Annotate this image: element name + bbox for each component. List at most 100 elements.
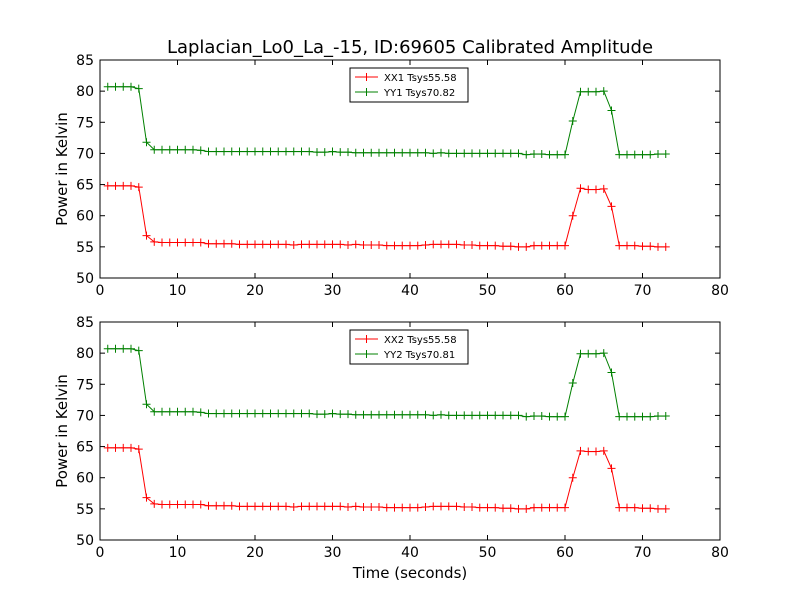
data-point-marker — [150, 407, 159, 416]
data-point-marker — [491, 503, 500, 512]
x-tick-label: 20 — [246, 283, 264, 299]
data-point-marker — [437, 410, 445, 419]
data-point-marker — [646, 504, 655, 513]
data-point-marker — [545, 412, 554, 421]
data-point-marker — [615, 503, 624, 512]
data-point-marker — [406, 148, 414, 157]
data-point-marker — [429, 149, 438, 158]
data-point-marker — [336, 240, 345, 249]
data-point-marker — [305, 409, 314, 418]
x-tick-label: 0 — [96, 545, 105, 561]
data-point-marker — [165, 500, 174, 509]
data-point-marker — [623, 150, 631, 159]
data-point-marker — [243, 147, 252, 156]
y-tick-label: 80 — [76, 84, 94, 100]
data-point-marker — [103, 344, 112, 353]
data-point-marker — [258, 240, 267, 249]
data-point-marker — [289, 147, 298, 156]
x-tick-label: 50 — [479, 545, 497, 561]
x-tick-label: 10 — [169, 283, 187, 299]
series-2 — [103, 344, 670, 421]
data-point-marker — [483, 241, 492, 250]
data-point-marker — [553, 241, 562, 250]
x-axis-label: Time (seconds) — [352, 564, 468, 582]
data-point-marker — [592, 447, 600, 456]
data-point-marker — [111, 181, 120, 190]
y-tick-label: 85 — [76, 53, 94, 69]
data-point-marker — [320, 502, 329, 511]
data-point-marker — [491, 411, 500, 420]
data-point-marker — [452, 502, 461, 511]
y-tick-label: 65 — [76, 178, 94, 194]
data-point-marker — [165, 238, 174, 247]
data-point-marker — [576, 184, 585, 193]
data-point-marker — [227, 239, 236, 248]
y-tick-label: 60 — [76, 471, 94, 487]
data-point-marker — [243, 409, 252, 418]
data-point-marker — [227, 501, 236, 510]
data-point-marker — [561, 503, 569, 512]
data-point-marker — [344, 502, 352, 511]
data-point-marker — [127, 181, 135, 190]
data-point-marker — [134, 346, 143, 355]
data-point-marker — [336, 148, 345, 157]
data-point-marker — [227, 147, 236, 156]
data-point-marker — [158, 407, 166, 416]
data-point-marker — [119, 181, 128, 190]
data-point-marker — [545, 241, 554, 250]
data-point-marker — [421, 410, 430, 419]
data-point-marker — [196, 408, 205, 417]
data-point-marker — [421, 148, 430, 157]
data-point-marker — [444, 240, 453, 249]
legend-marker — [362, 335, 371, 343]
series-1 — [103, 443, 670, 513]
data-point-marker — [305, 147, 314, 156]
data-point-marker — [258, 502, 267, 511]
data-point-marker — [328, 409, 337, 418]
data-point-marker — [266, 240, 275, 249]
y-tick-label: 80 — [76, 346, 94, 362]
data-point-marker — [553, 503, 562, 512]
data-point-marker — [344, 240, 352, 249]
data-point-marker — [382, 503, 391, 512]
data-point-marker — [568, 379, 577, 388]
data-point-marker — [530, 150, 538, 159]
data-point-marker — [623, 503, 631, 512]
y-tick-label: 75 — [76, 377, 94, 393]
data-point-marker — [646, 412, 655, 421]
data-point-marker — [514, 149, 523, 158]
y-tick-label: 85 — [76, 315, 94, 331]
data-point-marker — [336, 410, 345, 419]
legend-marker — [362, 73, 371, 81]
data-point-marker — [204, 409, 213, 418]
data-point-marker — [305, 502, 314, 511]
data-point-marker — [491, 241, 500, 250]
data-point-marker — [390, 241, 399, 250]
data-point-marker — [514, 504, 523, 513]
data-point-marker — [661, 242, 670, 251]
x-tick-label: 20 — [246, 545, 264, 561]
data-point-marker — [274, 240, 283, 249]
data-point-marker — [514, 411, 523, 420]
data-point-marker — [638, 150, 647, 159]
data-point-marker — [413, 241, 422, 250]
data-point-marker — [274, 147, 283, 156]
data-point-marker — [654, 504, 662, 513]
data-point-marker — [537, 503, 546, 512]
data-point-marker — [460, 502, 469, 511]
data-point-marker — [568, 473, 577, 482]
data-point-marker — [444, 149, 453, 158]
data-point-marker — [328, 240, 337, 249]
data-point-marker — [282, 409, 290, 418]
plots: 0 10 20 30 40 50 60 70 80 50 55 60 65 70 75 80 85 Power i… — [53, 53, 729, 582]
data-point-marker — [119, 344, 128, 353]
data-point-marker — [212, 239, 221, 248]
data-point-marker — [328, 502, 337, 511]
data-point-marker — [607, 464, 616, 473]
data-point-marker — [615, 150, 624, 159]
data-point-marker — [158, 500, 166, 509]
data-point-marker — [220, 239, 228, 248]
data-point-marker — [654, 150, 662, 159]
data-point-marker — [522, 412, 531, 421]
data-point-marker — [158, 238, 166, 247]
